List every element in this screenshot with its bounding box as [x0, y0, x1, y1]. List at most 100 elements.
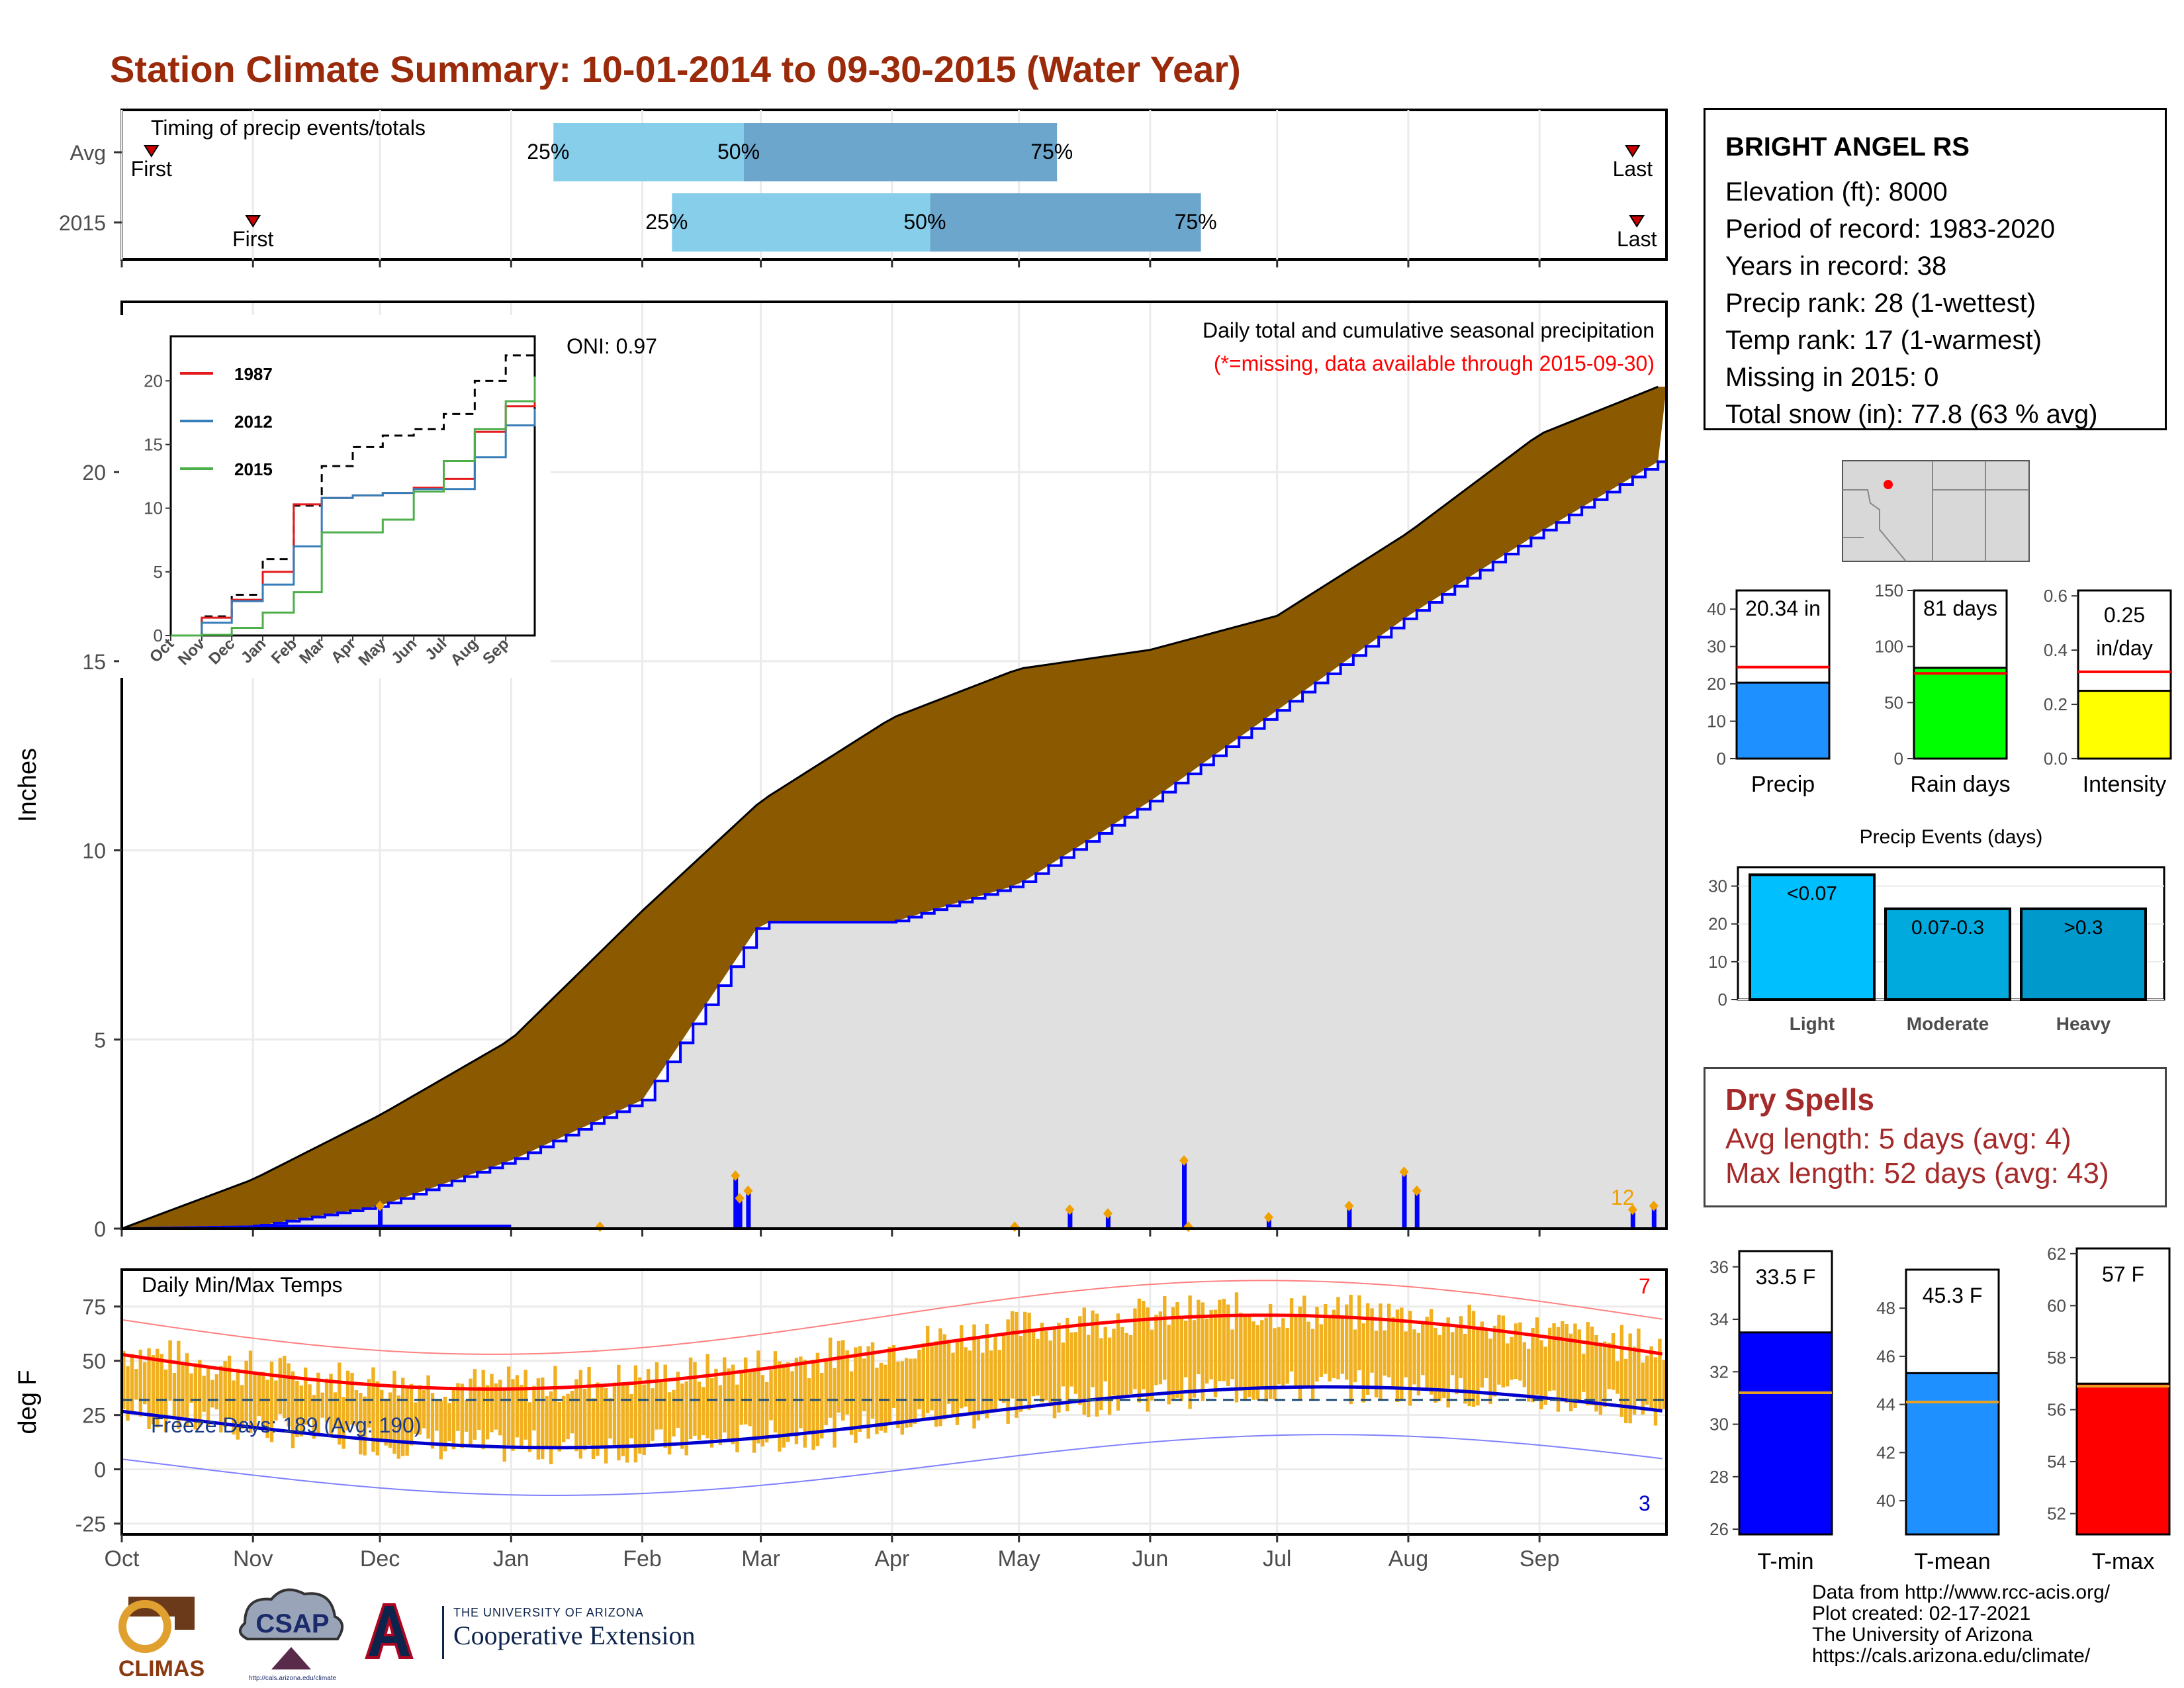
daily-temp-range-bar	[723, 1357, 727, 1432]
daily-temp-range-bar	[1607, 1342, 1611, 1389]
events-bar-label: Light	[1790, 1013, 1835, 1034]
daily-temp-range-bar	[375, 1381, 380, 1456]
daily-temp-range-bar	[1137, 1298, 1142, 1403]
daily-temp-range-bar	[820, 1373, 824, 1438]
daily-precip-bar	[1105, 1213, 1111, 1229]
summary-mini-bars: 20.34 in Precip 0 10 20 30 40 81 days Rain days 0…	[1707, 581, 2172, 797]
daily-temp-range-bar	[219, 1366, 223, 1433]
daily-temp-range-bar	[134, 1369, 138, 1400]
daily-temp-range-bar	[469, 1378, 473, 1446]
daily-temp-range-bar	[388, 1392, 392, 1448]
last-marker	[1629, 215, 1645, 228]
dry-spells-title: Dry Spells	[1725, 1082, 1874, 1117]
daily-temp-range-bar	[541, 1377, 545, 1460]
daily-temp-range-bar	[418, 1385, 422, 1435]
daily-temp-range-bar	[1310, 1329, 1315, 1400]
daily-temp-range-bar	[828, 1337, 833, 1418]
daily-temp-range-bar	[1476, 1327, 1480, 1406]
daily-temp-range-bar	[1569, 1333, 1573, 1412]
daily-temp-range-bar	[807, 1378, 811, 1434]
precip-marker	[731, 1170, 741, 1181]
temp-bar-y-tick: 52	[2047, 1504, 2066, 1524]
temperature-mini-bars: 33.5 F T-min 26 28 30 32 34 36 45.3 F T-mean 40 42 4…	[1709, 1244, 2171, 1574]
daily-temp-range-bar	[299, 1385, 303, 1436]
last-label: Last	[1617, 227, 1657, 251]
daily-temp-range-bar	[506, 1366, 511, 1446]
daily-temp-range-bar	[1383, 1330, 1387, 1376]
daily-temp-range-bar	[498, 1380, 502, 1436]
events-y-tick: 0	[1718, 990, 1727, 1009]
daily-temp-range-bar	[1116, 1313, 1120, 1411]
daily-temp-range-bar	[1514, 1323, 1518, 1380]
daily-temp-range-bar	[1391, 1317, 1395, 1387]
daily-temp-range-bar	[667, 1392, 672, 1455]
daily-temp-range-bar	[451, 1387, 456, 1450]
daily-temp-range-bar	[392, 1370, 396, 1454]
daily-precip-bar	[1402, 1172, 1407, 1229]
daily-temp-range-bar	[1459, 1316, 1463, 1378]
y-tick-label: 20	[82, 461, 106, 485]
legend-label: 2015	[234, 459, 273, 479]
daily-temp-range-bar	[587, 1367, 591, 1445]
daily-temp-range-bar	[1556, 1327, 1561, 1412]
daily-temp-range-bar	[1124, 1333, 1128, 1397]
daily-temp-range-bar	[1357, 1295, 1361, 1371]
daily-temp-range-bar	[1480, 1321, 1484, 1388]
daily-temp-range-bar	[1002, 1333, 1006, 1403]
temp-bar-y-tick: 60	[2047, 1295, 2066, 1315]
daily-temp-range-bar	[748, 1368, 752, 1427]
temp-bar-y-tick: 26	[1709, 1519, 1729, 1539]
daily-temp-range-bar	[896, 1361, 900, 1429]
daily-temp-range-bar	[329, 1374, 333, 1437]
precip-marker	[735, 1193, 745, 1204]
events-bar	[1884, 907, 2011, 1002]
daily-temp-range-bar	[490, 1374, 494, 1432]
daily-temp-range-bar	[1103, 1327, 1107, 1382]
daily-temp-range-bar	[1294, 1315, 1298, 1387]
locator-map	[1842, 460, 2030, 562]
daily-temp-range-bar	[1361, 1323, 1365, 1403]
daily-temp-range-bar	[354, 1389, 359, 1427]
daily-temp-range-bar	[1433, 1327, 1437, 1403]
daily-temp-range-bar	[1340, 1317, 1345, 1374]
daily-temp-range-bar	[600, 1385, 604, 1447]
daily-temp-range-bar	[1069, 1332, 1073, 1387]
daily-temp-range-bar	[875, 1368, 879, 1434]
daily-temp-range-bar	[1416, 1333, 1421, 1395]
events-y-tick: 20	[1708, 914, 1727, 934]
baseline-2015	[253, 1225, 512, 1229]
daily-temp-range-bar	[1662, 1360, 1666, 1410]
daily-temp-range-bar	[955, 1340, 960, 1425]
temp-bar-y-tick: 30	[1709, 1415, 1729, 1434]
timing-pct-label: 75%	[1030, 140, 1073, 164]
inset-average-line	[171, 337, 536, 637]
daily-temp-range-bar	[1531, 1327, 1535, 1403]
mini-bar-label: Precip	[1751, 772, 1815, 797]
daily-temp-range-bar	[523, 1370, 527, 1440]
daily-temp-range-bar	[891, 1344, 896, 1408]
daily-temp-range-bar	[210, 1380, 214, 1408]
daily-temp-range-bar	[287, 1363, 291, 1427]
daily-temp-range-bar	[562, 1395, 566, 1442]
daily-temp-range-bar	[672, 1389, 676, 1437]
daily-temp-range-bar	[1209, 1309, 1213, 1380]
x-tick-label: Jun	[1132, 1546, 1168, 1571]
inset-y-tick: 20	[144, 371, 163, 391]
station-missing: Missing in 2015: 0	[1725, 363, 1939, 392]
daily-temp-range-bar	[1048, 1340, 1052, 1407]
daily-temp-range-bar	[921, 1343, 925, 1419]
timing-row-label: Avg	[69, 141, 106, 165]
daily-temp-range-bar	[269, 1361, 274, 1442]
daily-temp-range-bar	[651, 1388, 655, 1441]
temp-bar-y-tick: 28	[1709, 1467, 1729, 1487]
station-info-box: BRIGHT ANGEL RS Elevation (ft): 8000 Per…	[1704, 108, 2167, 430]
daily-temp-range-bar	[1091, 1310, 1095, 1387]
daily-temp-range-bar	[557, 1401, 562, 1452]
y-tick-label: 50	[82, 1350, 106, 1374]
temp-bar-label: T-min	[1758, 1549, 1814, 1574]
precip-marker	[1627, 1204, 1637, 1215]
daily-temp-range-bar	[756, 1350, 760, 1444]
station-elevation: Elevation (ft): 8000	[1725, 177, 1948, 207]
daily-temp-range-bar	[1543, 1346, 1547, 1405]
daily-temp-range-bar	[515, 1375, 520, 1438]
